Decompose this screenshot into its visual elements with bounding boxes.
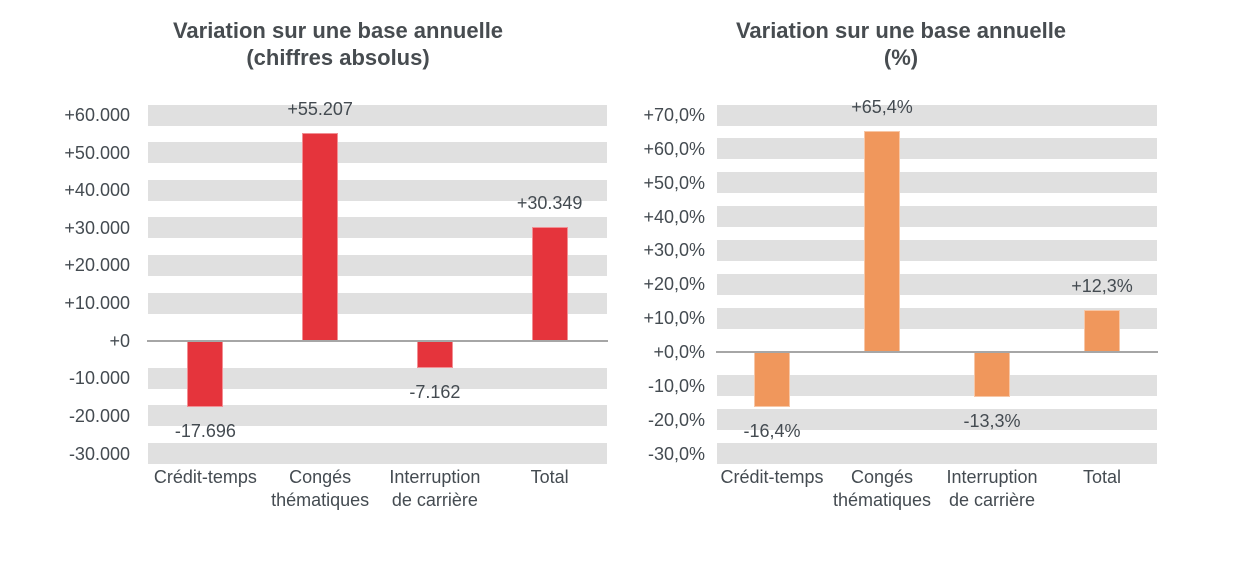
y-axis-tick-label: -10,0% <box>647 375 705 396</box>
y-axis-tick-label: +50.000 <box>64 142 130 163</box>
data-label-interruption: -7.162 <box>409 381 461 402</box>
gridline-band <box>717 307 1157 329</box>
y-axis-tick-label: +30.000 <box>64 217 130 238</box>
y-axis-tick-label: -20.000 <box>68 405 130 426</box>
y-axis-tick-label: +60.000 <box>64 105 130 125</box>
y-axis-tick-label: +20,0% <box>643 274 705 295</box>
chart-title-block-absolute: Variation sur une base annuelle (chiffre… <box>88 17 588 71</box>
bar-cong-s <box>864 130 900 352</box>
data-label-interruption: -13,3% <box>963 410 1021 431</box>
gridline-band <box>717 172 1157 194</box>
category-label-cr-dit-temps: Crédit-temps <box>153 467 257 487</box>
gridline-band <box>148 217 607 239</box>
gridline-band <box>148 254 607 276</box>
gridline-band <box>717 375 1157 397</box>
y-axis-tick-label: +70,0% <box>643 105 705 125</box>
gridline-band <box>148 443 607 464</box>
y-axis-tick-label: +0,0% <box>653 341 705 362</box>
chart-subtitle: (%) <box>883 45 919 70</box>
y-axis-tick-label: +10.000 <box>64 293 130 314</box>
y-axis-tick-label: -10.000 <box>68 368 130 389</box>
gridline-band <box>717 239 1157 261</box>
gridline-band <box>148 142 607 164</box>
data-label-total: +30.349 <box>516 192 583 213</box>
data-label-cong-s: +65,4% <box>851 96 913 117</box>
y-axis-tick-label: +0 <box>109 330 130 351</box>
y-axis-tick-label: +40,0% <box>643 206 705 227</box>
gridline-band <box>148 405 607 427</box>
y-axis-tick-label: +60,0% <box>643 138 705 159</box>
category-label-cr-dit-temps: Crédit-temps <box>720 467 824 487</box>
chart-title-block-percent: Variation sur une base annuelle (%) <box>651 17 1151 71</box>
data-label-cr-dit-temps: -16,4% <box>743 421 801 442</box>
gridline-band <box>717 409 1157 431</box>
gridline-band <box>717 138 1157 160</box>
gridline-band <box>717 443 1157 464</box>
gridline-band <box>717 104 1157 126</box>
chart-title: Variation sur une base annuelle <box>172 18 504 43</box>
bar-interruption <box>974 351 1010 397</box>
chart-title: Variation sur une base annuelle <box>735 18 1067 43</box>
gridline-band <box>148 292 607 314</box>
category-label-total: Total <box>530 467 569 487</box>
category-label-interruption: Interruption de carrière <box>389 467 481 510</box>
y-axis-tick-label: +20.000 <box>64 255 130 276</box>
gridline-band <box>717 273 1157 295</box>
zero-axis-line <box>147 339 608 342</box>
chart-subtitle: (chiffres absolus) <box>246 45 430 70</box>
gridline-band <box>148 179 607 201</box>
zero-axis-line <box>716 350 1158 353</box>
data-label-cong-s: +55.207 <box>287 99 353 120</box>
y-axis-tick-label: +50,0% <box>643 172 705 193</box>
y-axis-tick-label: +10,0% <box>643 308 705 329</box>
bar-cong-s <box>302 133 339 341</box>
y-axis-tick-label: -30.000 <box>68 443 130 464</box>
bar-cr-dit-temps <box>754 351 790 408</box>
data-label-total: +12,3% <box>1071 276 1133 297</box>
category-label-interruption: Interruption de carrière <box>946 467 1038 510</box>
data-label-cr-dit-temps: -17.696 <box>174 421 236 442</box>
gridline-band <box>148 104 607 126</box>
gridline-band <box>148 367 607 389</box>
gridline-band <box>717 206 1157 228</box>
y-axis-tick-label: +40.000 <box>64 180 130 201</box>
bar-total <box>1084 310 1120 352</box>
category-label-total: Total <box>1082 467 1122 487</box>
y-axis-tick-label: +30,0% <box>643 240 705 261</box>
category-label-cong-s: Congés thématiques <box>832 467 932 510</box>
bar-total <box>531 226 568 341</box>
category-label-cong-s: Congés thématiques <box>271 467 370 510</box>
y-axis-tick-label: -20,0% <box>647 409 705 430</box>
y-axis-tick-label: -30,0% <box>647 443 705 464</box>
